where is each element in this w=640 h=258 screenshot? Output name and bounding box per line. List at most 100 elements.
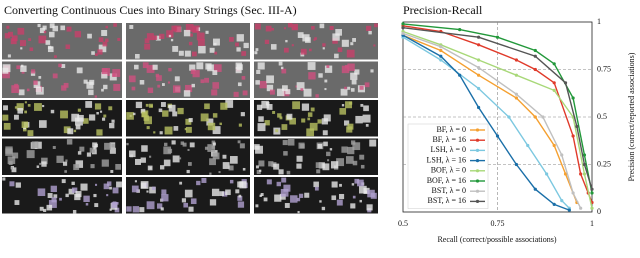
- y-tick-label: 1: [597, 17, 601, 26]
- image-texture: [344, 86, 347, 90]
- image-texture: [190, 198, 197, 205]
- image-texture: [257, 123, 266, 132]
- image-texture: [72, 210, 77, 214]
- image-texture: [212, 70, 218, 76]
- image-texture: [24, 101, 27, 104]
- image-texture: [167, 81, 171, 84]
- image-texture: [101, 30, 108, 36]
- image-texture: [2, 67, 9, 74]
- image-texture: [184, 128, 187, 131]
- series-marker: [401, 26, 405, 30]
- image-texture: [268, 161, 274, 167]
- image-texture: [276, 181, 281, 187]
- image-texture: [42, 104, 45, 108]
- image-texture: [3, 122, 11, 130]
- x-axis-label: Recall (correct/possible associations): [437, 235, 556, 244]
- image-texture: [80, 183, 88, 191]
- series-marker: [571, 191, 575, 195]
- image-texture: [109, 147, 116, 154]
- image-texture: [54, 55, 57, 59]
- image-texture: [341, 146, 348, 153]
- series-marker: [477, 43, 481, 47]
- image-texture: [344, 120, 350, 126]
- series-marker: [590, 187, 594, 191]
- image-texture: [259, 80, 267, 89]
- image-texture: [363, 105, 369, 112]
- image-texture: [354, 69, 360, 75]
- series-marker: [458, 73, 462, 77]
- image-texture: [18, 89, 25, 96]
- image-texture: [92, 142, 98, 148]
- image-texture: [83, 79, 88, 84]
- image-texture: [108, 106, 113, 111]
- series-marker: [507, 115, 511, 119]
- image-texture: [109, 122, 115, 129]
- image-texture: [265, 101, 270, 106]
- image-texture: [21, 121, 29, 128]
- image-texture: [172, 155, 180, 163]
- image-texture: [297, 32, 304, 38]
- image-texture: [10, 166, 14, 170]
- image-texture: [103, 84, 108, 90]
- image-texture: [49, 23, 55, 29]
- image-texture: [313, 181, 319, 188]
- image-texture: [115, 202, 119, 205]
- image-texture: [66, 139, 73, 145]
- image-texture: [131, 185, 139, 193]
- image-texture: [126, 206, 132, 212]
- image-texture: [168, 104, 176, 112]
- image-texture: [235, 189, 240, 194]
- image-texture: [347, 63, 355, 71]
- image-grid: [2, 23, 378, 214]
- image-texture: [241, 51, 247, 56]
- image-texture: [209, 199, 217, 206]
- image-texture: [102, 117, 106, 121]
- image-texture: [143, 115, 150, 121]
- series-marker: [560, 199, 564, 203]
- image-texture: [101, 72, 108, 79]
- image-texture: [225, 189, 231, 196]
- image-texture: [68, 188, 75, 195]
- image-texture: [341, 104, 345, 107]
- image-texture: [139, 80, 145, 85]
- image-texture: [89, 114, 96, 121]
- image-texture: [50, 185, 57, 193]
- image-texture: [280, 66, 284, 70]
- image-texture: [209, 172, 212, 175]
- series-marker: [533, 187, 537, 191]
- image-texture: [168, 105, 171, 108]
- image-texture: [286, 113, 293, 120]
- image-texture: [35, 86, 42, 93]
- image-texture: [211, 89, 218, 96]
- image-texture: [126, 112, 134, 120]
- image-texture: [292, 101, 301, 110]
- image-texture: [111, 119, 115, 123]
- image-texture: [183, 202, 189, 208]
- image-texture: [322, 130, 328, 136]
- image-texture: [47, 46, 54, 53]
- image-texture: [75, 160, 84, 168]
- image-texture: [264, 39, 270, 45]
- image-texture: [366, 25, 372, 31]
- image-texture: [85, 203, 89, 206]
- image-texture: [73, 164, 80, 171]
- image-texture: [177, 107, 184, 115]
- image-texture: [350, 88, 355, 92]
- image-texture: [370, 69, 374, 73]
- image-texture: [282, 85, 288, 92]
- image-texture: [218, 171, 221, 174]
- image-texture: [33, 80, 38, 85]
- image-texture: [139, 207, 145, 213]
- image-texture: [204, 77, 210, 83]
- image-texture: [339, 183, 342, 187]
- image-texture: [140, 182, 147, 189]
- image-texture: [146, 33, 154, 41]
- legend-label: BST, λ = 0: [432, 186, 466, 195]
- image-texture: [42, 25, 47, 30]
- image-texture: [212, 152, 220, 160]
- image-texture: [331, 181, 338, 188]
- image-texture: [283, 184, 291, 192]
- image-texture: [367, 189, 375, 198]
- image-texture: [135, 53, 140, 59]
- image-texture: [144, 38, 150, 44]
